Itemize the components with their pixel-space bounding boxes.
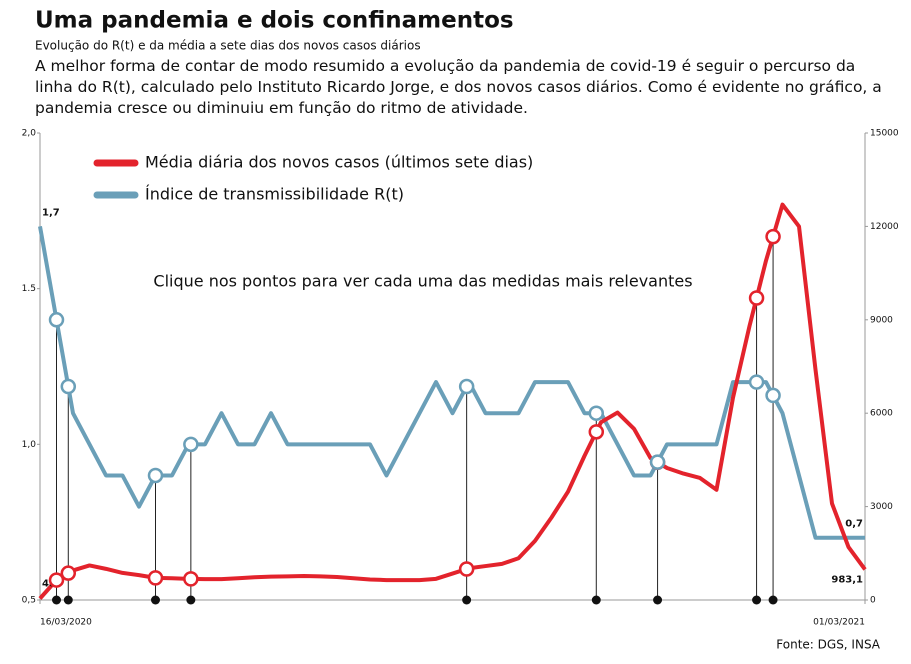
event-point[interactable]	[183, 436, 199, 453]
x-tick-label: 01/03/2021	[813, 618, 865, 628]
event-dot[interactable]	[768, 595, 778, 605]
y-tick-label: 0,5	[22, 596, 36, 606]
y2-tick-label: 0	[870, 596, 876, 606]
event-dot[interactable]	[752, 595, 762, 605]
y-tick-label: 1.5	[22, 284, 36, 294]
event-dot[interactable]	[591, 595, 601, 605]
legend-label: Índice de transmissibilidade R(t)	[145, 185, 404, 204]
value-label: 983,1	[831, 574, 863, 585]
x-tick-label: 16/03/2020	[40, 618, 92, 628]
y2-tick-label: 12000	[870, 222, 899, 232]
y-tick-label: 1,0	[22, 440, 37, 450]
event-point[interactable]	[147, 467, 164, 484]
value-label: 48	[42, 579, 56, 590]
legend-label: Média diária dos novos casos (últimos se…	[145, 153, 533, 172]
event-point[interactable]	[147, 570, 164, 586]
event-point[interactable]	[588, 424, 605, 440]
event-point[interactable]	[60, 565, 77, 581]
event-point[interactable]	[183, 571, 199, 587]
event-dot[interactable]	[186, 595, 196, 605]
series-line	[38, 226, 865, 540]
y2-tick-label: 9000	[870, 315, 893, 325]
event-dot[interactable]	[462, 595, 472, 605]
event-point[interactable]	[765, 387, 781, 404]
event-point[interactable]	[48, 312, 65, 328]
event-dot[interactable]	[653, 595, 663, 605]
value-label: 0,7	[845, 519, 863, 530]
event-point[interactable]	[748, 290, 765, 306]
y-tick-label: 2,0	[22, 129, 37, 139]
event-point[interactable]	[458, 561, 475, 577]
event-dot[interactable]	[52, 595, 61, 605]
value-label: 1,7	[42, 207, 60, 218]
y2-tick-label: 6000	[870, 409, 893, 419]
chart-title: Uma pandemia e dois confinamentos	[35, 8, 514, 34]
event-point[interactable]	[649, 454, 666, 470]
event-point[interactable]	[60, 378, 77, 395]
series-line	[38, 202, 867, 600]
event-point[interactable]	[458, 378, 475, 395]
instruction: Clique nos pontos para ver cada uma das …	[153, 272, 692, 291]
event-point[interactable]	[48, 572, 65, 588]
event-point[interactable]	[588, 405, 605, 421]
description: A melhor forma de contar de modo resumid…	[35, 57, 882, 117]
event-point[interactable]	[748, 374, 765, 390]
event-dot[interactable]	[151, 595, 160, 605]
event-point[interactable]	[765, 228, 781, 245]
y2-tick-label: 15000	[870, 129, 899, 139]
source: Fonte: DGS, INSA	[776, 638, 881, 652]
y2-tick-label: 3000	[870, 502, 893, 512]
chart-subtitle: Evolução do R(t) e da média a sete dias …	[35, 39, 421, 53]
event-dot[interactable]	[63, 595, 73, 605]
